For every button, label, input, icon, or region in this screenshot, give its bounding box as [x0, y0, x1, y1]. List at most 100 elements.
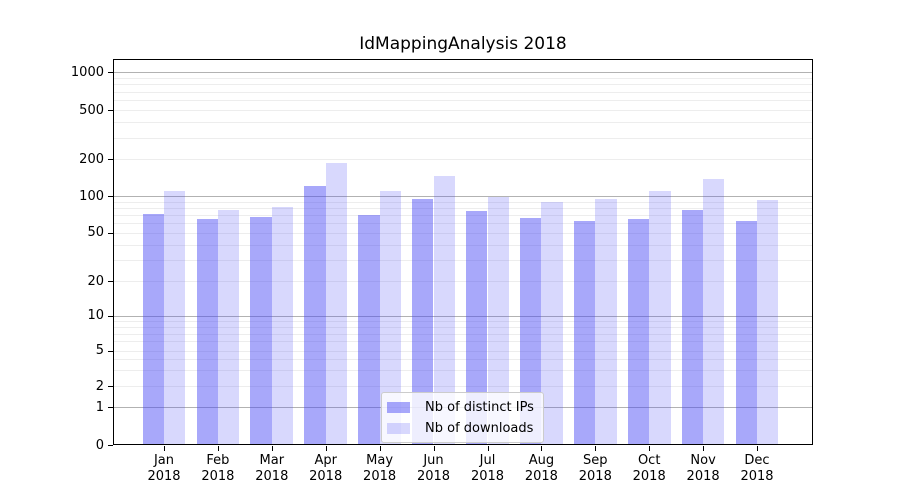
- y-tick-label: 1: [95, 399, 104, 415]
- y-tick-mark: [108, 445, 113, 446]
- x-tick-label-oct: Oct 2018: [632, 453, 666, 484]
- legend: Nb of distinct IPs Nb of downloads: [381, 392, 544, 443]
- y-tick-mark: [108, 350, 113, 352]
- x-tick-label-aug: Aug 2018: [524, 453, 558, 484]
- y-tick-mark: [108, 196, 113, 197]
- y-tick-label: 50: [87, 225, 104, 241]
- bar-downloads-aug: [541, 201, 563, 445]
- gridline-minor: [113, 137, 813, 139]
- gridline-minor: [113, 159, 813, 161]
- bar-distinct-ips-aug: [520, 218, 542, 445]
- y-tick-mark: [108, 386, 113, 387]
- bar-distinct-ips-jan: [142, 214, 164, 445]
- gridline-minor: [113, 281, 813, 282]
- y-tick-label: 500: [79, 102, 104, 118]
- x-tick-mark: [433, 446, 435, 451]
- y-tick-mark: [108, 407, 113, 409]
- y-tick-mark: [108, 72, 113, 74]
- x-tick-mark: [271, 446, 273, 451]
- legend-row-downloads: Nb of downloads: [387, 419, 534, 437]
- legend-swatch-distinct-ips: [387, 401, 410, 413]
- x-tick-label-jan: Jan 2018: [147, 453, 181, 484]
- legend-swatch-downloads: [387, 422, 410, 434]
- x-tick-label-mar: Mar 2018: [255, 453, 289, 484]
- gridline-minor: [113, 110, 813, 111]
- x-tick-label-nov: Nov 2018: [686, 453, 720, 484]
- gridline-minor: [113, 386, 813, 387]
- bar-distinct-ips-may: [358, 214, 380, 445]
- bar-downloads-jul: [487, 196, 509, 445]
- gridline-minor: [113, 201, 813, 203]
- y-tick-label: 5: [95, 343, 104, 358]
- y-tick-label: 0: [95, 437, 104, 453]
- bar-downloads-oct: [649, 190, 671, 445]
- gridline-minor: [113, 259, 813, 261]
- gridline-major: [113, 315, 813, 317]
- x-tick-label-feb: Feb 2018: [201, 453, 235, 484]
- bar-distinct-ips-apr: [304, 185, 326, 445]
- gridline-minor: [113, 326, 813, 328]
- x-tick-mark: [649, 446, 651, 451]
- gridline-minor: [113, 100, 813, 102]
- bar-distinct-ips-jun: [412, 198, 434, 445]
- y-tick-label: 200: [79, 151, 104, 167]
- bar-downloads-jun: [433, 175, 455, 445]
- bar-downloads-feb: [217, 209, 240, 445]
- x-tick-label-may: May 2018: [363, 453, 397, 484]
- gridline-minor: [113, 223, 813, 224]
- x-tick-mark: [757, 446, 758, 451]
- gridline-minor: [113, 350, 813, 352]
- gridline-minor: [113, 359, 813, 361]
- chart-title: IdMappingAnalysis 2018: [359, 34, 567, 54]
- x-tick-mark: [595, 446, 597, 451]
- gridline-major: [113, 72, 813, 74]
- gridline-minor: [113, 78, 813, 79]
- bar-distinct-ips-nov: [681, 209, 704, 445]
- gridline-minor: [113, 214, 813, 216]
- x-tick-label-sep: Sep 2018: [578, 453, 612, 484]
- y-tick-label: 2: [95, 378, 104, 394]
- gridline-minor: [113, 341, 813, 343]
- x-tick-label-dec: Dec 2018: [740, 453, 774, 484]
- y-tick-label: 10: [87, 308, 104, 324]
- gridline-minor: [113, 84, 813, 86]
- legend-label-downloads: Nb of downloads: [425, 420, 534, 436]
- bar-distinct-ips-feb: [196, 218, 218, 445]
- bar-downloads-may: [379, 190, 401, 445]
- gridline-minor: [113, 321, 813, 322]
- bar-distinct-ips-jul: [466, 211, 488, 445]
- bar-downloads-apr: [325, 163, 348, 445]
- x-tick-mark: [164, 446, 165, 451]
- y-tick-mark: [108, 281, 113, 282]
- y-tick-mark: [108, 232, 113, 234]
- gridline-minor: [113, 122, 813, 123]
- x-tick-label-jul: Jul 2018: [470, 453, 505, 484]
- bar-distinct-ips-oct: [627, 218, 650, 445]
- x-tick-mark: [703, 446, 705, 451]
- gridline-minor: [113, 370, 813, 372]
- y-tick-mark: [108, 110, 113, 111]
- y-tick-mark: [108, 315, 113, 317]
- x-tick-label-jun: Jun 2018: [416, 453, 451, 484]
- x-tick-mark: [217, 446, 219, 451]
- bar-downloads-sep: [595, 198, 617, 445]
- bar-downloads-mar: [271, 207, 294, 445]
- bar-distinct-ips-mar: [250, 217, 272, 445]
- gridline-minor: [113, 333, 813, 335]
- gridline-major: [113, 196, 813, 197]
- y-tick-label: 1000: [70, 64, 104, 80]
- x-tick-label-apr: Apr 2018: [309, 453, 343, 484]
- bar-distinct-ips-sep: [573, 221, 596, 445]
- gridline-minor: [113, 232, 813, 234]
- bar-distinct-ips-dec: [735, 221, 757, 445]
- x-tick-mark: [541, 446, 543, 451]
- x-tick-mark: [487, 446, 489, 451]
- gridline-minor: [113, 207, 813, 209]
- bar-downloads-dec: [757, 200, 779, 445]
- gridline-minor: [113, 244, 813, 246]
- legend-label-distinct-ips: Nb of distinct IPs: [425, 399, 534, 415]
- x-tick-mark: [325, 446, 327, 451]
- y-tick-label: 100: [79, 188, 104, 204]
- y-tick-mark: [108, 159, 113, 161]
